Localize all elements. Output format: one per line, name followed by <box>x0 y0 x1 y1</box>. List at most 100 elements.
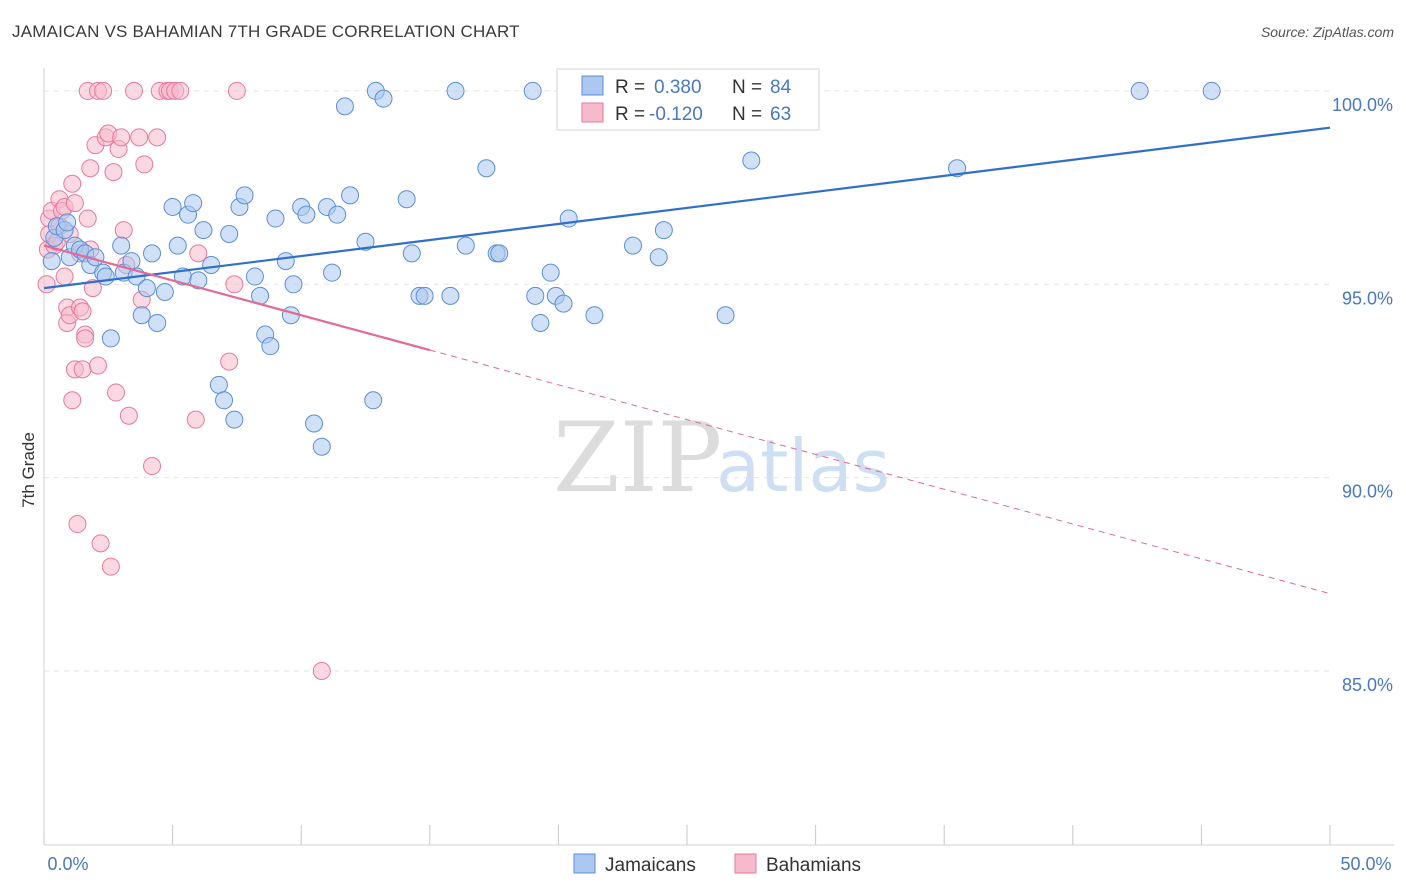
jamaican-point <box>585 306 604 325</box>
jamaicans-trend-line <box>43 126 1331 290</box>
jamaican-point <box>948 159 967 178</box>
bahamian-point <box>73 360 92 379</box>
jamaican-point <box>101 329 120 348</box>
legend-swatch-jamaicans <box>581 75 604 96</box>
bahamian-point <box>135 155 154 174</box>
bottom-legend-label-bahamians: Bahamians <box>766 855 861 876</box>
y-tick-label: 85.0% <box>1342 675 1393 695</box>
bahamian-point <box>189 244 208 263</box>
y-tick-label: 95.0% <box>1342 288 1393 308</box>
bahamian-point <box>55 267 74 286</box>
jamaican-point <box>742 151 761 170</box>
jamaican-point <box>58 213 77 232</box>
legend-n-value-jamaicans: 84 <box>770 77 792 98</box>
x-tick-label: 0.0% <box>47 854 88 874</box>
bahamian-point <box>119 406 138 425</box>
jamaican-point <box>441 286 460 305</box>
jamaican-point <box>335 97 354 116</box>
jamaican-point <box>312 437 331 456</box>
bahamian-point <box>312 661 331 680</box>
bahamian-point <box>89 356 108 375</box>
jamaican-point <box>456 236 475 255</box>
x-tick-label: 50.0% <box>1340 854 1391 874</box>
jamaican-point <box>209 375 228 394</box>
bahamians-points <box>37 81 331 680</box>
bahamian-point <box>76 329 95 348</box>
jamaican-point <box>356 232 375 251</box>
jamaican-point <box>194 221 213 240</box>
bahamian-point <box>101 557 120 576</box>
chart-source: Source: ZipAtlas.com <box>1260 24 1394 40</box>
bahamian-point <box>107 383 126 402</box>
bahamian-point <box>186 410 205 429</box>
jamaican-point <box>541 263 560 282</box>
bottom-legend-label-jamaicans: Jamaicans <box>605 855 696 876</box>
jamaican-point <box>397 190 416 209</box>
legend-n-value-bahamians: 63 <box>770 104 791 125</box>
bahamian-point <box>130 128 149 147</box>
series-legend: Jamaicans Bahamians <box>573 853 861 876</box>
jamaican-point <box>189 271 208 290</box>
legend-swatch-bahamians <box>581 102 604 123</box>
jamaican-point <box>96 267 115 286</box>
jamaican-point <box>323 263 342 282</box>
legend-r-value-bahamians: -0.120 <box>649 104 703 125</box>
bahamian-point <box>227 81 246 100</box>
grid-lines <box>44 90 1330 672</box>
jamaican-point <box>526 286 545 305</box>
watermark-zip: ZIP <box>553 402 722 514</box>
y-tick-label: 100.0% <box>1332 95 1393 115</box>
jamaican-point <box>446 81 465 100</box>
bahamian-point <box>91 534 110 553</box>
jamaican-point <box>143 244 162 263</box>
jamaican-point <box>155 283 174 302</box>
jamaican-point <box>623 236 642 255</box>
bahamian-point <box>81 159 100 178</box>
bahamian-point <box>65 194 84 213</box>
bahamians-trend-line <box>43 244 431 352</box>
bahamian-point <box>94 81 113 100</box>
bahamian-point <box>63 391 82 410</box>
jamaicans-points <box>42 81 1221 456</box>
jamaican-point <box>42 252 61 271</box>
jamaican-point <box>137 279 156 298</box>
jamaican-point <box>261 337 280 356</box>
x-tick-labels: 0.0% 50.0% <box>47 854 1391 874</box>
bahamian-point <box>143 457 162 476</box>
jamaican-point <box>276 252 295 271</box>
jamaican-point <box>402 244 421 263</box>
y-axis-label: 7th Grade <box>19 432 38 508</box>
bahamian-point <box>171 81 190 100</box>
y-tick-labels: 100.0% 95.0% 90.0% 85.0% <box>1332 95 1393 695</box>
legend-n-label-jamaicans: N = <box>732 77 762 98</box>
jamaican-point <box>523 81 542 100</box>
legend-n-label-bahamians: N = <box>732 104 762 125</box>
bahamian-point <box>37 275 56 294</box>
jamaican-point <box>305 414 324 433</box>
correlation-legend: R = 0.380 N = 84 R = -0.120 N = 63 <box>556 68 820 131</box>
bahamian-point <box>125 81 144 100</box>
bahamian-point <box>83 279 102 298</box>
jamaican-point <box>220 225 239 244</box>
jamaican-point <box>281 306 300 325</box>
jamaican-point <box>245 267 264 286</box>
bahamian-point <box>225 275 244 294</box>
jamaican-point <box>184 194 203 213</box>
jamaican-point <box>1202 81 1221 100</box>
jamaican-point <box>284 275 303 294</box>
bahamian-point <box>63 174 82 193</box>
bahamian-point <box>104 163 123 182</box>
legend-r-value-jamaicans: 0.380 <box>654 77 702 98</box>
jamaican-point <box>654 221 673 240</box>
jamaican-point <box>341 186 360 205</box>
jamaican-point <box>168 236 187 255</box>
jamaican-point <box>328 205 347 224</box>
jamaican-point <box>554 294 573 313</box>
jamaican-point <box>477 159 496 178</box>
legend-r-label-bahamians: R = <box>615 104 645 125</box>
axes <box>43 68 1394 846</box>
jamaican-point <box>148 313 167 332</box>
jamaican-point <box>297 205 316 224</box>
jamaican-point <box>531 313 550 332</box>
jamaican-point <box>163 197 182 216</box>
